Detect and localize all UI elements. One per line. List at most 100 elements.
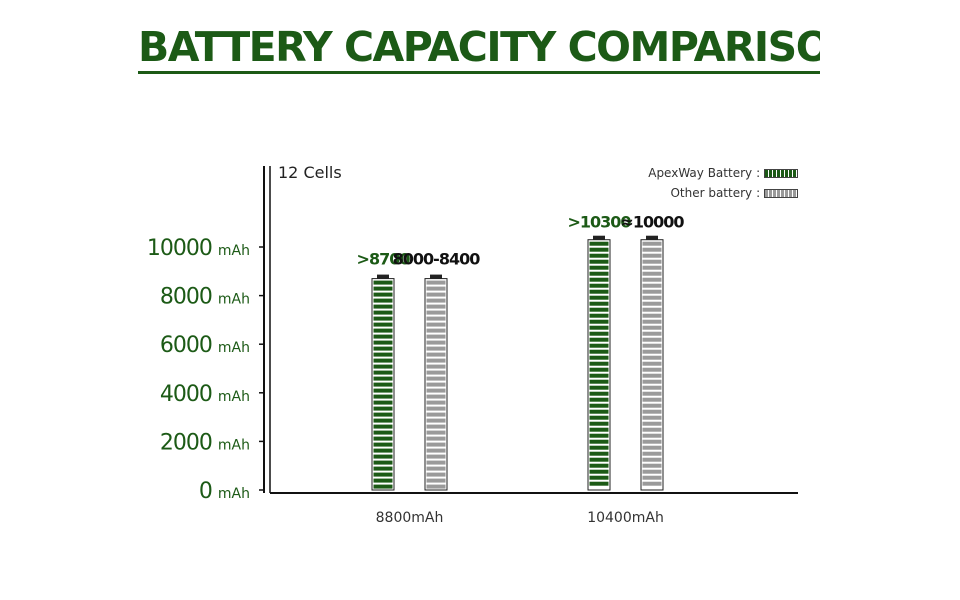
bar-stripe xyxy=(589,241,609,246)
bar-stripe xyxy=(589,289,609,294)
bar-stripe xyxy=(589,247,609,252)
bar-stripe xyxy=(589,427,609,432)
bar-stripe xyxy=(589,433,609,438)
bar-stripe xyxy=(642,277,662,282)
bar-stripe xyxy=(426,280,446,285)
legend-swatch-other xyxy=(764,188,798,198)
bar-stripe xyxy=(373,364,393,369)
bar-stripe xyxy=(589,319,609,324)
bar-stripe xyxy=(642,433,662,438)
bar-stripe xyxy=(373,460,393,465)
bar-stripe xyxy=(589,295,609,300)
bar-stripe xyxy=(589,271,609,276)
bar-stripe xyxy=(426,310,446,315)
bar-stripe xyxy=(589,457,609,462)
bar-stripe xyxy=(589,361,609,366)
bar-stripe xyxy=(373,472,393,477)
bar-stripe xyxy=(642,289,662,294)
bar-stripe xyxy=(589,397,609,402)
bar-stripe xyxy=(589,385,609,390)
bar-stripe xyxy=(642,301,662,306)
bar-stripe xyxy=(373,478,393,483)
bar-stripe xyxy=(642,385,662,390)
bar-stripe xyxy=(642,367,662,372)
bar-stripe xyxy=(589,379,609,384)
bar-stripe xyxy=(642,391,662,396)
x-tick-label: 10400mAh xyxy=(587,510,664,526)
bar-stripe xyxy=(589,373,609,378)
bar-stripe xyxy=(589,355,609,360)
bar-stripe xyxy=(373,454,393,459)
bar-stripe xyxy=(373,286,393,291)
bar-stripe xyxy=(426,484,446,489)
bar-stripe xyxy=(426,460,446,465)
bar-stripe xyxy=(642,373,662,378)
bar-stripe xyxy=(589,403,609,408)
bar-stripe xyxy=(373,388,393,393)
bar-stripe xyxy=(589,349,609,354)
bar-stripe xyxy=(426,370,446,375)
bar-stripe xyxy=(642,463,662,468)
bar-stripe xyxy=(426,442,446,447)
bar-stripe xyxy=(589,445,609,450)
y-tick-label: 0 mAh xyxy=(199,479,250,504)
bar-stripe xyxy=(373,466,393,471)
bar-stripe xyxy=(642,409,662,414)
bar-stripe xyxy=(589,469,609,474)
bar-stripe xyxy=(589,481,609,486)
x-tick-label: 8800mAh xyxy=(376,510,444,526)
bar-stripe xyxy=(373,394,393,399)
bar-stripe xyxy=(373,298,393,303)
bar-stripe xyxy=(426,406,446,411)
bar-stripe xyxy=(642,271,662,276)
bar-stripe xyxy=(373,430,393,435)
legend-item-apexway: ApexWay Battery: xyxy=(648,163,798,183)
bar-stripe xyxy=(642,403,662,408)
bar-stripe xyxy=(589,421,609,426)
bar-stripe xyxy=(589,313,609,318)
chart-title: BATTERY CAPACITY COMPARISON xyxy=(138,20,820,74)
bar-stripe xyxy=(589,325,609,330)
bar-cap xyxy=(646,235,658,240)
bar-stripe xyxy=(642,421,662,426)
bar-stripe xyxy=(642,475,662,480)
y-tick-label: 4000 mAh xyxy=(160,382,250,407)
bar-stripe xyxy=(642,253,662,258)
y-tick-label: 6000 mAh xyxy=(160,333,250,358)
bar-stripe xyxy=(642,319,662,324)
bar-stripe xyxy=(589,337,609,342)
bar-stripe xyxy=(589,463,609,468)
bar-stripe xyxy=(642,427,662,432)
bar-stripe xyxy=(373,340,393,345)
bar-stripe xyxy=(642,349,662,354)
bar-stripe xyxy=(426,430,446,435)
bar-stripe xyxy=(426,328,446,333)
bar-stripe xyxy=(426,454,446,459)
bar-stripe xyxy=(426,340,446,345)
bar-stripe xyxy=(426,412,446,417)
bar-stripe xyxy=(426,388,446,393)
y-tick-label: 8000 mAh xyxy=(160,285,250,310)
bar-stripe xyxy=(373,292,393,297)
bar-stripe xyxy=(373,448,393,453)
bar-stripe xyxy=(426,346,446,351)
bar-stripe xyxy=(426,352,446,357)
bar-stripe xyxy=(589,307,609,312)
bar-stripe xyxy=(426,448,446,453)
y-tick-label: 2000 mAh xyxy=(160,430,250,455)
bar-stripe xyxy=(642,295,662,300)
bar-stripe xyxy=(373,322,393,327)
bar-stripe xyxy=(642,331,662,336)
bar-cap xyxy=(593,235,605,240)
bar-stripe xyxy=(589,253,609,258)
bar-stripe xyxy=(589,415,609,420)
bar-stripe xyxy=(426,418,446,423)
bar-stripe xyxy=(642,469,662,474)
bar-stripe xyxy=(373,304,393,309)
bar-stripe xyxy=(589,439,609,444)
bar-stripe xyxy=(642,283,662,288)
data-label: ≈10000 xyxy=(620,213,684,232)
legend-item-other: Other battery: xyxy=(648,183,798,203)
bar-stripe xyxy=(589,367,609,372)
bar-stripe xyxy=(642,457,662,462)
